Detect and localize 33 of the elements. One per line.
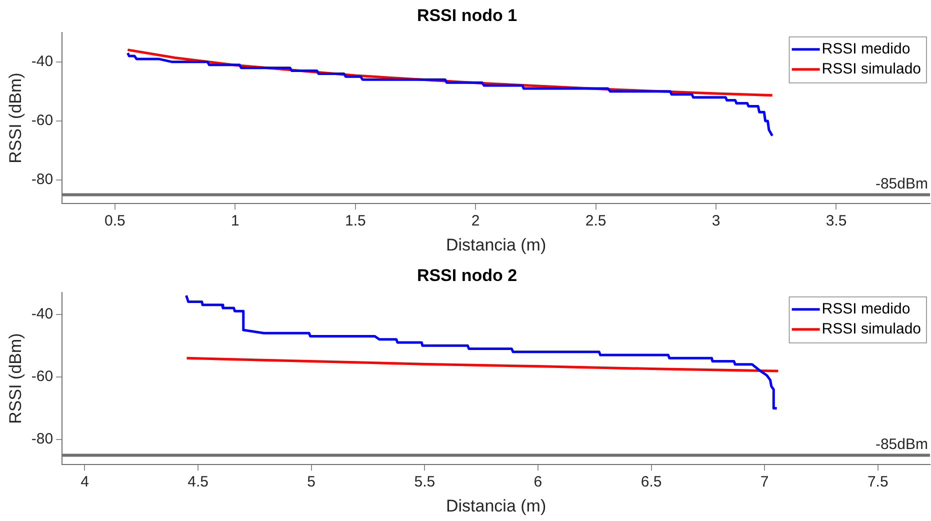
y-tick-label: -40 — [31, 305, 54, 322]
y-tick-label: -80 — [31, 430, 54, 448]
x-tick-label: 1.5 — [344, 212, 366, 230]
x-tick-label: 3 — [712, 212, 720, 230]
x-tick-label: 7 — [760, 474, 769, 491]
x-tick-label: 2 — [471, 212, 480, 230]
x-tick-label: 6 — [534, 474, 542, 491]
y-tick-label: -80 — [31, 171, 54, 188]
ref-line-label: -85dBm — [875, 436, 928, 453]
legend-label: RSSI medido — [822, 40, 910, 58]
y-tick-label: -40 — [31, 53, 54, 70]
y-axis-title: RSSI (dBm) — [6, 333, 25, 424]
x-tick-label: 3.5 — [826, 212, 847, 230]
x-tick-label: 4.5 — [188, 474, 208, 491]
legend-label: RSSI medido — [822, 300, 910, 318]
x-tick-label: 6.5 — [640, 474, 662, 491]
ref-line-label: -85dBm — [875, 175, 928, 192]
x-tick-label: 0.5 — [104, 212, 126, 230]
y-axis-title: RSSI (dBm) — [6, 72, 25, 164]
x-tick-label: 5.5 — [414, 474, 436, 491]
chart-title: RSSI nodo 2 — [416, 266, 518, 285]
x-tick-label: 4 — [80, 474, 89, 491]
x-tick-label: 2.5 — [585, 212, 606, 230]
y-tick-label: -60 — [31, 368, 54, 386]
legend-label: RSSI simulado — [822, 60, 922, 78]
x-tick-label: 1 — [231, 212, 240, 230]
x-tick-label: 7.5 — [867, 474, 888, 491]
x-axis-title: Distancia (m) — [446, 235, 546, 254]
chart-title: RSSI nodo 1 — [416, 6, 518, 25]
x-axis-title: Distancia (m) — [446, 496, 546, 516]
legend-label: RSSI simulado — [822, 320, 922, 338]
y-tick-label: -60 — [31, 112, 54, 130]
x-tick-label: 5 — [307, 474, 316, 491]
